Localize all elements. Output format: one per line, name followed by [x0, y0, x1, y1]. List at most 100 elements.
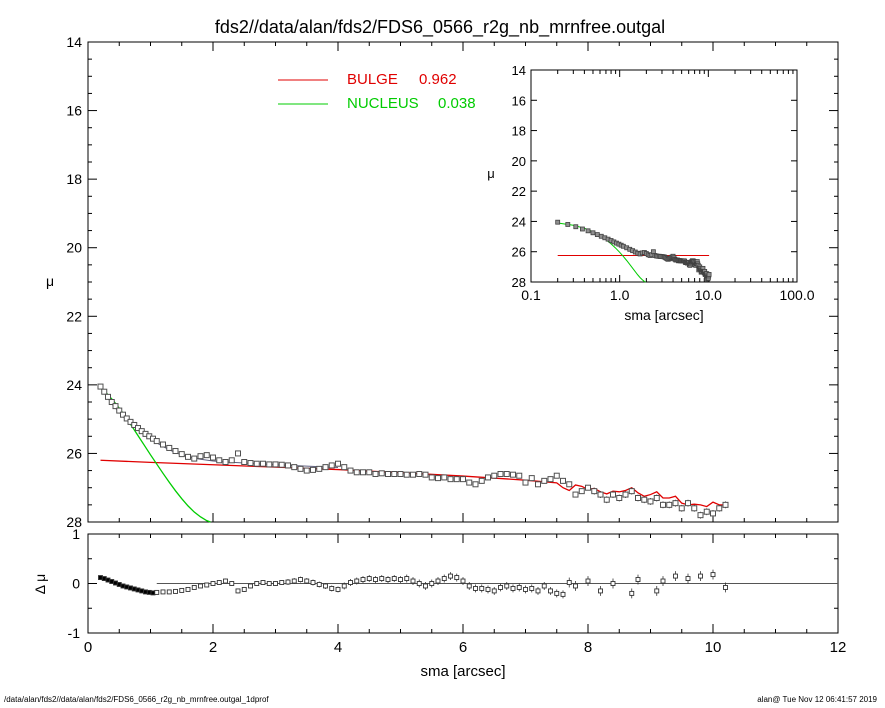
residual-point	[548, 588, 553, 594]
residual-point	[391, 576, 397, 581]
data-point	[641, 496, 648, 503]
residual-point	[398, 577, 403, 582]
data-point	[591, 488, 598, 495]
data-point	[547, 476, 554, 483]
main-y-tick-label: 20	[66, 240, 82, 256]
legend-nucleus-label: NUCLEUS	[347, 95, 419, 112]
data-point	[185, 453, 191, 460]
data-point	[153, 438, 160, 445]
x-axis-label: sma [arcsec]	[420, 663, 505, 680]
residual-point	[366, 576, 372, 581]
inset-data-point	[580, 226, 585, 232]
residual-point	[410, 578, 416, 584]
residual-point	[260, 580, 266, 585]
footer-file-path: /data/alan/fds2//data/alan/fds2/FDS6_056…	[4, 695, 269, 704]
data-point	[131, 421, 138, 428]
residual-point	[554, 590, 560, 596]
data-point	[472, 481, 479, 488]
residual-point	[154, 589, 160, 595]
residual-point	[660, 578, 666, 584]
residual-point	[173, 588, 178, 594]
data-point	[101, 388, 108, 395]
data-point	[441, 474, 448, 481]
inset-axes: 14 16 18 20 22 24 26 280.1 1.0 10.0 100.0	[512, 63, 815, 303]
data-point	[260, 460, 266, 467]
residual-point	[541, 583, 547, 589]
inset-y-tick-label: 20	[512, 154, 526, 169]
data-point	[397, 471, 404, 477]
residual-point	[316, 582, 322, 587]
residual-point	[229, 581, 235, 586]
data-point	[541, 477, 548, 484]
data-point	[391, 471, 398, 477]
data-point	[191, 455, 198, 462]
data-point	[435, 475, 441, 482]
residual-series	[98, 569, 728, 599]
inset-y-tick-label: 24	[512, 214, 526, 229]
residual-point	[235, 588, 241, 594]
data-point	[120, 411, 126, 418]
main-series	[97, 383, 729, 523]
residual-point	[466, 583, 472, 589]
data-point	[428, 474, 435, 481]
inset-y-tick-label: 28	[512, 275, 526, 290]
residual-point	[504, 583, 510, 589]
x-tick-label: 4	[334, 639, 342, 656]
data-point	[210, 454, 216, 461]
main-y-tick-label: 14	[66, 34, 82, 50]
inset-y-tick-label: 16	[512, 93, 526, 108]
inset-y-tick-label: 22	[512, 184, 526, 199]
data-point	[710, 510, 716, 517]
data-point	[578, 488, 585, 495]
main-y-tick-label: 28	[66, 514, 82, 530]
residual-point	[329, 586, 335, 591]
residual-point	[498, 585, 503, 590]
data-point	[166, 444, 173, 451]
data-point	[410, 471, 416, 478]
main-y-tick-label: 24	[66, 377, 82, 393]
residual-point	[485, 586, 491, 592]
inset-data-point	[585, 228, 591, 234]
data-point	[297, 465, 304, 472]
residual-y-axis-label: Δ μ	[32, 574, 48, 595]
inset-plot-frame	[530, 69, 798, 283]
residual-point	[291, 578, 297, 584]
data-point	[616, 495, 623, 501]
data-point	[385, 471, 391, 477]
data-point	[522, 479, 529, 486]
data-point	[691, 505, 698, 512]
data-point	[478, 477, 485, 484]
residual-point	[210, 581, 216, 586]
residual-point	[310, 580, 316, 585]
residual-point	[510, 586, 516, 591]
data-point	[672, 500, 679, 507]
residual-point	[191, 585, 197, 590]
data-point	[178, 451, 185, 458]
data-point	[535, 481, 541, 488]
data-point	[416, 471, 423, 477]
inset-x-tick-label: 100.0	[779, 287, 814, 303]
data-point	[341, 464, 348, 471]
data-point	[703, 508, 710, 515]
residual-point	[629, 590, 635, 596]
inset-data-point	[555, 219, 561, 225]
data-point	[253, 460, 260, 467]
data-point	[127, 418, 134, 425]
inset-data-point	[594, 232, 600, 238]
x-tick-label: 8	[584, 639, 592, 656]
residual-point	[285, 579, 291, 585]
main-panel: 14 16 18 20 22 24 26 28 μ	[46, 34, 839, 530]
data-point	[647, 498, 654, 505]
data-point	[491, 472, 498, 479]
residual-y-tick-label: 0	[72, 576, 80, 592]
residual-point	[585, 578, 591, 584]
inset-x-tick-label: 0.1	[521, 287, 541, 303]
data-point	[105, 393, 111, 400]
residual-point	[216, 580, 222, 585]
data-point	[585, 484, 591, 491]
data-point	[453, 476, 460, 483]
inset-series	[555, 219, 712, 283]
data-point	[116, 407, 123, 414]
data-point	[366, 469, 373, 476]
